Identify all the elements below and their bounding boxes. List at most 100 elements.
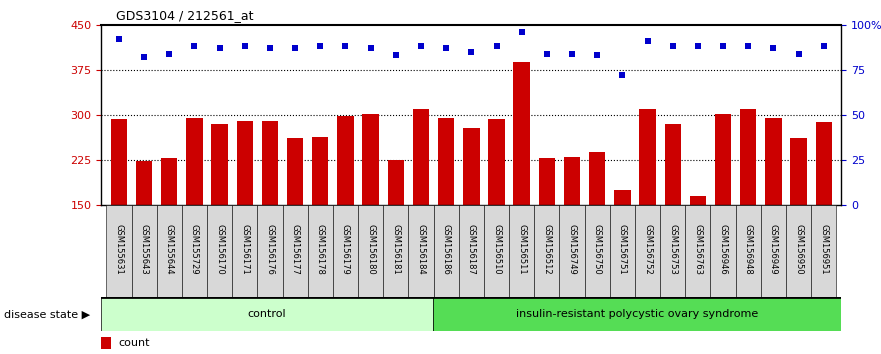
- Text: GSM156750: GSM156750: [593, 224, 602, 275]
- Bar: [816, 122, 832, 205]
- Bar: [101, 297, 433, 331]
- Bar: [564, 157, 581, 205]
- Point: [314, 44, 328, 49]
- Bar: [589, 152, 605, 205]
- Point: [238, 44, 252, 49]
- Bar: [161, 158, 177, 205]
- Bar: [710, 205, 736, 297]
- Bar: [559, 205, 585, 297]
- Point: [791, 51, 805, 57]
- Bar: [413, 109, 429, 205]
- Bar: [283, 205, 307, 297]
- Text: GSM156763: GSM156763: [693, 224, 702, 275]
- Text: GSM155631: GSM155631: [115, 224, 123, 275]
- Text: GSM156179: GSM156179: [341, 224, 350, 275]
- Point: [817, 44, 831, 49]
- Point: [188, 44, 202, 49]
- Point: [515, 29, 529, 35]
- Text: GSM155643: GSM155643: [139, 224, 149, 275]
- Text: GSM156170: GSM156170: [215, 224, 224, 275]
- Text: GSM156187: GSM156187: [467, 224, 476, 275]
- Bar: [761, 205, 786, 297]
- Text: GSM156951: GSM156951: [819, 224, 828, 275]
- Bar: [257, 205, 283, 297]
- Bar: [786, 205, 811, 297]
- Bar: [766, 118, 781, 205]
- Bar: [312, 137, 329, 205]
- Text: insulin-resistant polycystic ovary syndrome: insulin-resistant polycystic ovary syndr…: [516, 309, 759, 319]
- Bar: [433, 297, 841, 331]
- Bar: [740, 109, 757, 205]
- Bar: [714, 114, 731, 205]
- Text: GDS3104 / 212561_at: GDS3104 / 212561_at: [116, 9, 254, 22]
- Point: [439, 45, 453, 51]
- Bar: [484, 205, 509, 297]
- Bar: [362, 114, 379, 205]
- Text: GSM156749: GSM156749: [567, 224, 576, 275]
- Text: GSM156171: GSM156171: [241, 224, 249, 275]
- Bar: [514, 62, 529, 205]
- Point: [590, 53, 604, 58]
- Bar: [538, 158, 555, 205]
- Bar: [463, 128, 479, 205]
- Bar: [337, 116, 353, 205]
- Point: [212, 45, 226, 51]
- Bar: [488, 119, 505, 205]
- Bar: [685, 205, 710, 297]
- Bar: [534, 205, 559, 297]
- Bar: [111, 119, 127, 205]
- Point: [666, 44, 680, 49]
- Bar: [136, 161, 152, 205]
- Point: [414, 44, 428, 49]
- Text: GSM156511: GSM156511: [517, 224, 526, 275]
- Bar: [585, 205, 610, 297]
- Text: GSM156177: GSM156177: [291, 224, 300, 275]
- Bar: [358, 205, 383, 297]
- Text: GSM156946: GSM156946: [719, 224, 728, 275]
- Point: [741, 44, 755, 49]
- Bar: [383, 205, 409, 297]
- Point: [162, 51, 176, 57]
- Text: GSM156751: GSM156751: [618, 224, 627, 275]
- Point: [288, 45, 302, 51]
- Bar: [157, 205, 181, 297]
- Bar: [635, 205, 660, 297]
- Bar: [233, 205, 257, 297]
- Point: [137, 55, 152, 60]
- Bar: [181, 205, 207, 297]
- Point: [716, 44, 730, 49]
- Text: GSM155729: GSM155729: [190, 224, 199, 275]
- Text: GSM155644: GSM155644: [165, 224, 174, 275]
- Point: [112, 36, 126, 42]
- Bar: [409, 205, 433, 297]
- Point: [691, 44, 705, 49]
- Text: GSM156512: GSM156512: [543, 224, 552, 275]
- Bar: [664, 124, 681, 205]
- Point: [338, 44, 352, 49]
- Bar: [459, 205, 484, 297]
- Point: [263, 45, 277, 51]
- Text: control: control: [248, 309, 286, 319]
- Bar: [438, 118, 455, 205]
- Text: disease state ▶: disease state ▶: [4, 309, 91, 319]
- Bar: [287, 138, 303, 205]
- Bar: [433, 205, 459, 297]
- Bar: [237, 121, 253, 205]
- Text: GSM156948: GSM156948: [744, 224, 752, 275]
- Bar: [660, 205, 685, 297]
- Text: GSM156949: GSM156949: [769, 224, 778, 275]
- Bar: [614, 190, 631, 205]
- Text: count: count: [118, 338, 150, 348]
- Text: GSM156752: GSM156752: [643, 224, 652, 275]
- Point: [640, 38, 655, 44]
- Text: GSM156180: GSM156180: [366, 224, 375, 275]
- Bar: [186, 118, 203, 205]
- Bar: [211, 124, 228, 205]
- Bar: [107, 205, 131, 297]
- Bar: [690, 196, 706, 205]
- Bar: [811, 205, 836, 297]
- Bar: [388, 160, 404, 205]
- Bar: [307, 205, 333, 297]
- Bar: [101, 337, 111, 349]
- Bar: [610, 205, 635, 297]
